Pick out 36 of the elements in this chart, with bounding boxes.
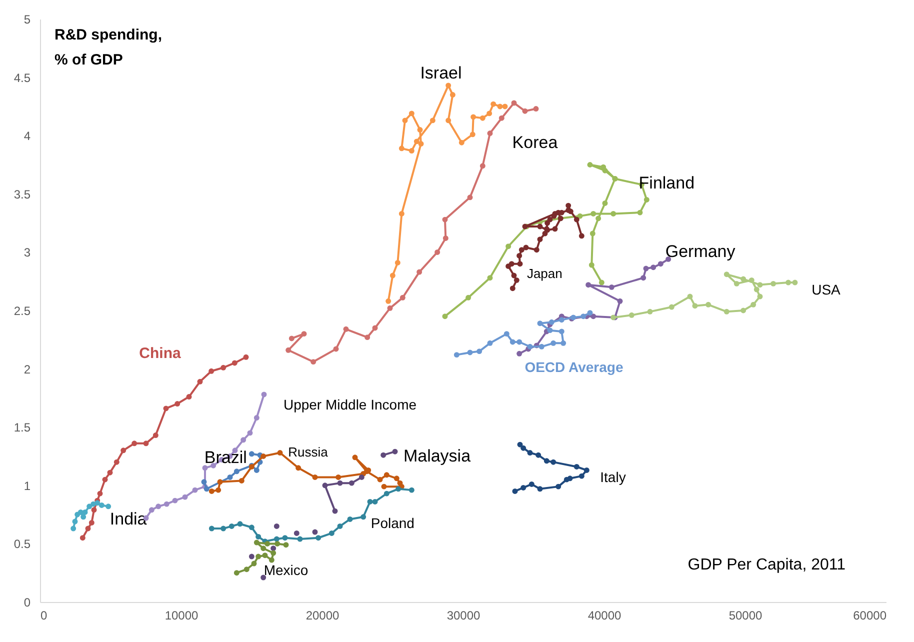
series-label: Malaysia: [403, 446, 472, 466]
y-tick-label: 1: [24, 478, 31, 493]
x-tick-label: 10000: [164, 608, 199, 622]
y-tick-label: 3: [24, 246, 31, 260]
series-label: Israel: [420, 63, 462, 82]
series-label: Germany: [665, 242, 736, 262]
series-label: USA: [812, 282, 842, 298]
series-label: OECD Average: [524, 358, 624, 375]
x-tick-label: 40000: [588, 608, 622, 622]
y-tick-label: 5: [24, 12, 31, 26]
y-tick-label: 4.5: [14, 70, 31, 85]
series-label: Japan: [526, 266, 562, 281]
x-tick-label: 50000: [728, 608, 763, 622]
y-tick-label: 4: [24, 129, 31, 144]
y-tick-label: 3.5: [14, 187, 31, 202]
x-tick-label: 60000: [853, 608, 887, 622]
y-tick-label: 2: [24, 362, 31, 376]
series-label: China: [139, 345, 182, 362]
y-tick-label: 0.5: [14, 537, 31, 552]
x-tick-label: 0: [40, 608, 48, 622]
y-tick-label: 1.5: [14, 420, 31, 435]
x-tick-label: 20000: [306, 608, 340, 622]
series-label: Korea: [512, 132, 558, 152]
series-label: India: [110, 509, 148, 528]
series-label: Italy: [600, 469, 626, 486]
y-tick-label: 0: [24, 596, 31, 610]
series-label: Russia: [288, 444, 329, 460]
series-label: Mexico: [264, 562, 308, 578]
y-tick-label: 2.5: [14, 304, 31, 318]
series-label: Finland: [638, 174, 695, 193]
x-axis-title: GDP Per Capita, 2011: [688, 556, 846, 574]
series-label: Brazil: [204, 448, 247, 467]
series-label: Poland: [370, 515, 414, 532]
x-tick-label: 30000: [446, 608, 481, 622]
y-axis-title: R&D spending, % of GDP: [54, 26, 162, 68]
series-label: Upper Middle Income: [283, 396, 417, 412]
